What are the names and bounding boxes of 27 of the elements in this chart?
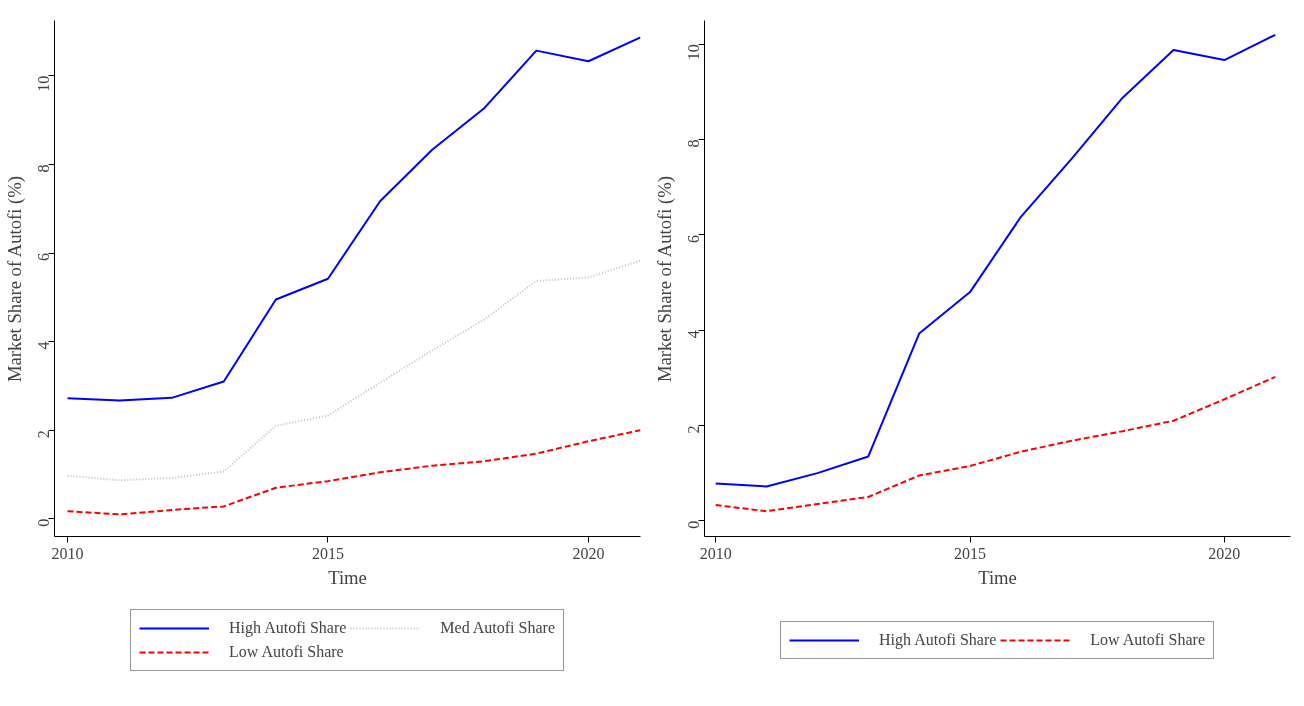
y-tick-label: 2 [35,430,52,439]
x-tick-label: 2015 [311,544,344,562]
y-tick-label: 8 [35,164,52,173]
x-axis-title: Time [328,566,367,588]
x-tick-label: 2020 [572,544,605,562]
y-tick-label: 6 [685,234,702,243]
x-tick-label: 2015 [954,544,987,562]
y-tick-label: 0 [685,520,702,529]
y-axis-title: Market Share of Autofi (%) [653,175,676,383]
y-tick-label: 4 [35,341,52,350]
y-tick-label: 6 [35,253,52,262]
x-tick-label: 2010 [699,544,732,562]
legend-label: High Autofi Share [229,619,347,637]
legend-label: Low Autofi Share [229,643,344,661]
y-tick-label: 10 [685,44,702,61]
legend-label: Med Autofi Share [440,619,555,637]
legend-label: Low Autofi Share [1090,631,1205,649]
x-tick-label: 2010 [51,544,84,562]
y-tick-label: 4 [685,330,702,339]
x-axis-title: Time [978,566,1017,588]
y-axis-title: Market Share of Autofi (%) [3,175,26,383]
y-tick-label: 8 [685,139,702,148]
y-tick-label: 10 [35,75,52,92]
y-tick-label: 0 [35,518,52,527]
y-tick-label: 2 [685,425,702,434]
x-tick-label: 2020 [1208,544,1241,562]
legend-label: High Autofi Share [879,631,997,649]
